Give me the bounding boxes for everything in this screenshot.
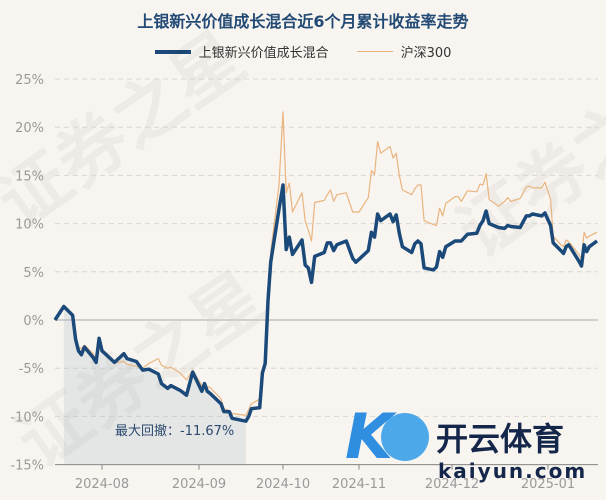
kaiyun-logo: K 开云体育 kaiyun.com xyxy=(345,400,587,483)
y-tick-label: -10% xyxy=(10,410,44,425)
y-tick-label: 25% xyxy=(15,73,44,88)
x-tick-label: 2024-08 xyxy=(75,477,129,492)
legend: 上银新兴价值成长混合 沪深300 xyxy=(0,42,606,61)
x-tick-label: 2024-12 xyxy=(425,477,479,492)
football-icon xyxy=(381,413,429,461)
watermark-text: 证券之星 xyxy=(443,46,606,274)
y-tick-label: 5% xyxy=(23,266,44,281)
y-tick-label: 0% xyxy=(23,314,44,329)
legend-label-fund: 上银新兴价值成长混合 xyxy=(198,46,329,61)
legend-label-hs300: 沪深300 xyxy=(400,46,452,61)
x-tick-label: 2024-09 xyxy=(172,477,226,492)
logo-text-cn: 开云体育 xyxy=(436,420,564,458)
legend-item-fund[interactable]: 上银新兴价值成长混合 xyxy=(154,42,329,61)
x-tick-label: 2024-11 xyxy=(332,477,386,492)
y-tick-label: -5% xyxy=(19,362,44,377)
max-drawdown-area xyxy=(63,306,246,465)
legend-swatch-fund xyxy=(154,49,191,54)
fund-series-line xyxy=(53,183,599,423)
chart-title: 上银新兴价值成长混合近6个月累计收益率走势 xyxy=(137,12,469,31)
logo-text-en: kaiyun.com xyxy=(438,459,587,483)
max-drawdown-label: 最大回撤：-11.67% xyxy=(115,423,234,439)
legend-swatch-hs300 xyxy=(356,50,393,53)
x-tick-label: 2025-01 xyxy=(521,477,575,492)
hs300-series-line xyxy=(54,111,598,416)
logo-k-mark: K xyxy=(345,400,397,473)
legend-item-hs300[interactable]: 沪深300 xyxy=(356,42,452,61)
y-tick-label: 15% xyxy=(15,169,44,184)
x-tick-label: 2024-10 xyxy=(256,477,310,492)
y-tick-label: -15% xyxy=(10,459,44,474)
y-tick-label: 20% xyxy=(15,121,44,136)
y-tick-label: 10% xyxy=(15,218,44,233)
